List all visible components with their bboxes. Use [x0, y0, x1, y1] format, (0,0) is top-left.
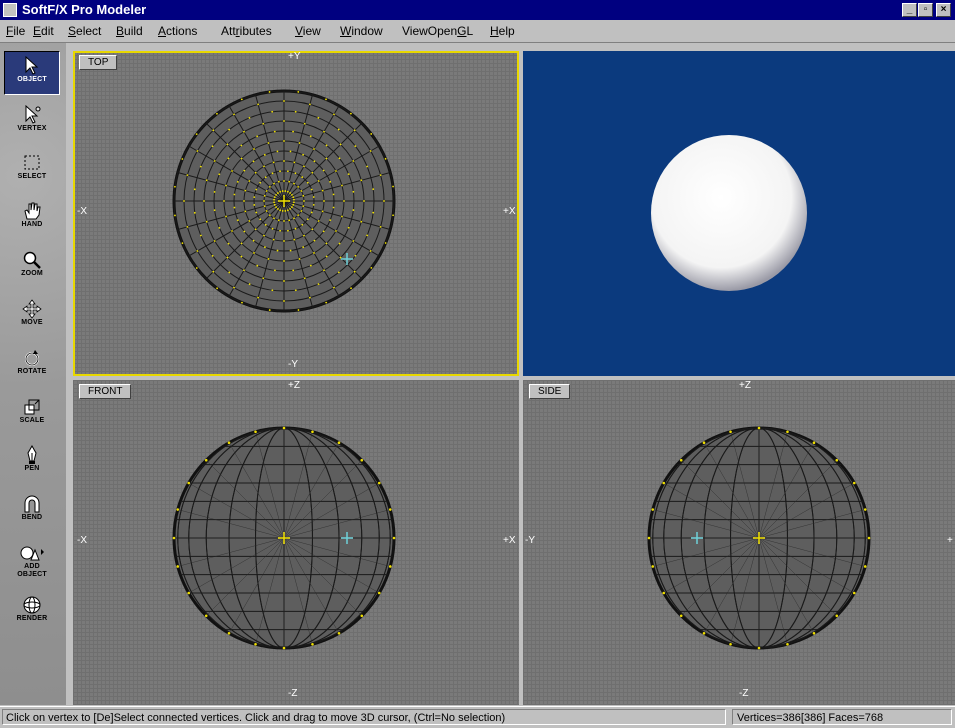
viewport-front[interactable]: FRONT +Z -Z -X +X: [73, 380, 519, 705]
tool-label: OBJECT: [17, 571, 47, 578]
axis-label-top: +Z: [288, 380, 300, 391]
axis-label-right: +X: [503, 535, 516, 546]
vertex-arrow-icon: [25, 105, 41, 124]
tool-render[interactable]: RENDER: [4, 591, 60, 635]
axis-label-left: -X: [77, 206, 87, 217]
viewport-side[interactable]: SIDE +Z -Z -Y +: [523, 380, 955, 705]
tool-bend[interactable]: BEND: [4, 490, 60, 534]
magnet-bend-icon: [24, 495, 40, 513]
wireframe-front: [172, 426, 396, 650]
tool-label: OBJECT: [17, 76, 47, 83]
axis-label-right: +X: [503, 206, 516, 217]
menu-window[interactable]: Window: [340, 24, 383, 38]
tool-select[interactable]: SELECT: [4, 149, 60, 193]
tool-palette: OBJECT VERTEX SELECT HAND ZOOM MOVE ROTA…: [0, 43, 66, 705]
tool-move[interactable]: MOVE: [4, 295, 60, 339]
marquee-select-icon: [24, 155, 40, 170]
app-icon[interactable]: [3, 3, 17, 17]
axis-label-left: -X: [77, 535, 87, 546]
menu-file[interactable]: File: [6, 24, 26, 38]
status-bar: Click on vertex to [De]Select connected …: [0, 706, 955, 728]
tool-label: HAND: [21, 221, 43, 228]
tool-label: BEND: [21, 514, 43, 521]
menu-bar: File Edit Select Build Actions Attribute…: [0, 20, 955, 43]
add-shapes-icon: [20, 546, 44, 561]
tool-label: MOVE: [21, 319, 43, 326]
axis-label-bottom: -Z: [288, 688, 298, 699]
rendered-sphere: [651, 135, 807, 291]
tool-vertex[interactable]: VERTEX: [4, 101, 60, 145]
render-sphere-icon: [23, 596, 41, 614]
tool-add-object[interactable]: ADD OBJECT: [4, 539, 60, 589]
axis-label-right: +: [947, 535, 953, 546]
axis-label-left: -Y: [525, 535, 535, 546]
tool-zoom[interactable]: ZOOM: [4, 246, 60, 290]
pen-nib-icon: [27, 445, 37, 464]
status-message: Click on vertex to [De]Select connected …: [2, 709, 726, 725]
hand-icon: [24, 202, 41, 220]
maximize-button[interactable]: ▫: [918, 3, 933, 17]
menu-attributes[interactable]: Attributes: [221, 24, 272, 38]
status-counts: Vertices=386[386] Faces=768: [732, 709, 952, 725]
menu-help[interactable]: Help: [490, 24, 515, 38]
tool-hand[interactable]: HAND: [4, 197, 60, 241]
magnifier-icon: [23, 251, 41, 269]
title-bar: SoftF/X Pro Modeler _ ▫ ×: [0, 0, 955, 20]
scale-icon: [24, 399, 40, 415]
axis-label-bottom: -Y: [288, 359, 298, 370]
tool-label: PEN: [24, 465, 40, 472]
move-arrows-icon: [22, 299, 42, 319]
viewport-label-front[interactable]: FRONT: [79, 384, 132, 399]
axis-label-bottom: -Z: [739, 688, 749, 699]
axis-label-top: +Z: [739, 380, 751, 391]
viewport-top[interactable]: TOP +Y -Y -X +X: [73, 51, 519, 376]
viewport-label-side[interactable]: SIDE: [529, 384, 571, 399]
viewport-render[interactable]: [523, 51, 955, 376]
minimize-button[interactable]: _: [902, 3, 917, 17]
rotate-icon: [25, 350, 39, 366]
tool-pen[interactable]: PEN: [4, 441, 60, 485]
tool-label: ZOOM: [21, 270, 43, 277]
viewport-label-top[interactable]: TOP: [79, 55, 118, 70]
tool-scale[interactable]: SCALE: [4, 393, 60, 437]
tool-label: VERTEX: [17, 125, 47, 132]
wireframe-top: [172, 89, 396, 313]
tool-label: SELECT: [17, 173, 47, 180]
tool-label: RENDER: [16, 615, 48, 622]
axis-label-top: +Y: [288, 51, 301, 62]
cursor-arrow-icon: [25, 56, 39, 75]
menu-select[interactable]: Select: [68, 24, 102, 38]
tool-label: ROTATE: [17, 368, 47, 375]
tool-label: SCALE: [19, 417, 45, 424]
wireframe-side: [647, 426, 871, 650]
menu-viewopengl[interactable]: ViewOpenGL: [402, 24, 474, 38]
menu-actions[interactable]: Actions: [158, 24, 198, 38]
tool-object[interactable]: OBJECT: [4, 51, 60, 95]
menu-edit[interactable]: Edit: [33, 24, 54, 38]
tool-label: ADD: [24, 563, 40, 570]
tool-rotate[interactable]: ROTATE: [4, 344, 60, 388]
menu-build[interactable]: Build: [116, 24, 143, 38]
close-button[interactable]: ×: [936, 3, 951, 17]
window-title: SoftF/X Pro Modeler: [22, 2, 147, 17]
menu-view[interactable]: View: [295, 24, 321, 38]
